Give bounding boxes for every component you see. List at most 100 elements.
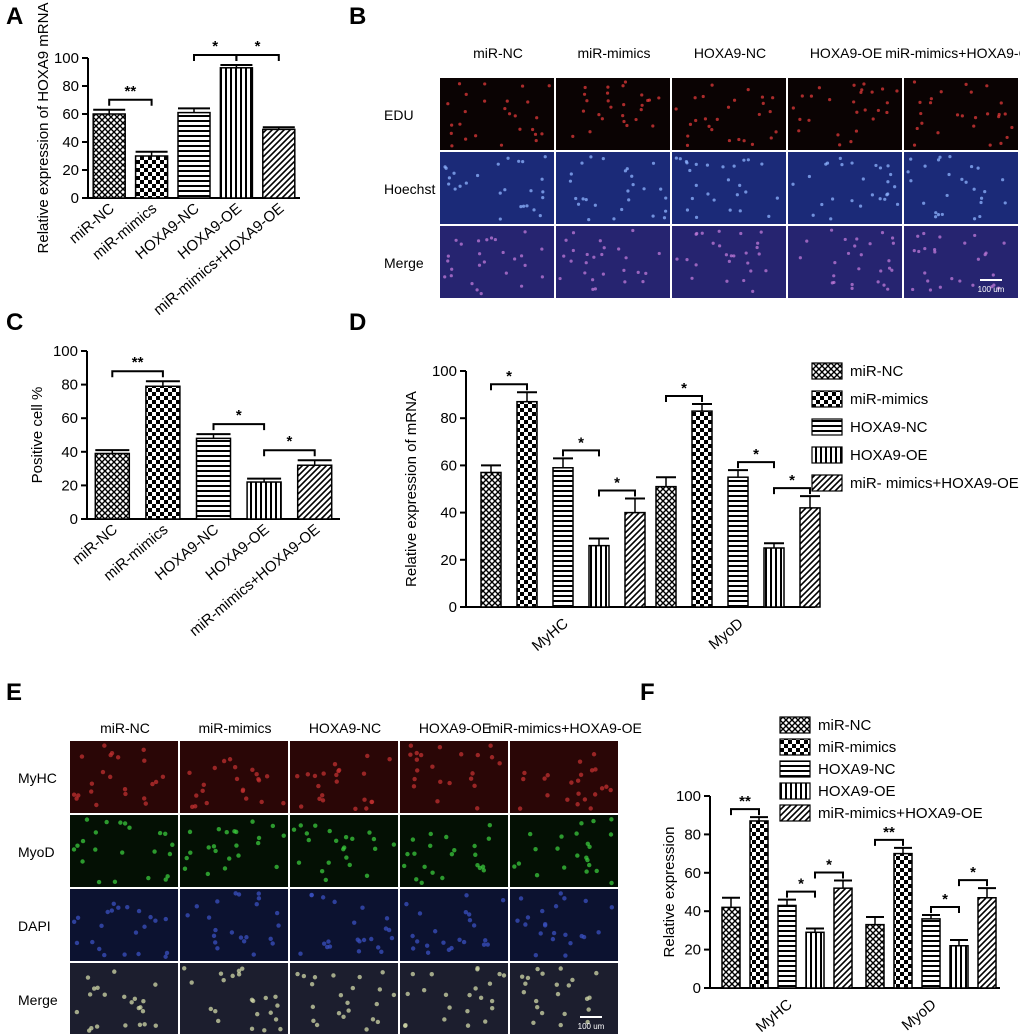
cell-nucleus <box>447 780 452 786</box>
y-tick-label: 80 <box>62 78 79 95</box>
cell-nucleus <box>830 197 835 201</box>
cell-nucleus <box>380 970 385 975</box>
cell-nucleus <box>122 994 127 1000</box>
significance-label: * <box>798 876 804 893</box>
cell-nucleus <box>578 772 584 778</box>
cell-nucleus <box>107 774 113 780</box>
cell-nucleus <box>153 982 158 987</box>
cell-nucleus <box>97 946 102 952</box>
cell-nucleus <box>739 231 743 236</box>
cell-nucleus <box>512 864 517 869</box>
cell-nucleus <box>478 995 484 1001</box>
cell-nucleus <box>274 864 279 870</box>
micrograph-tile <box>440 226 554 298</box>
cell-nucleus <box>513 257 517 261</box>
column-header: miR-NC <box>473 45 523 61</box>
cell-nucleus <box>496 162 500 166</box>
legend-swatch <box>779 804 811 822</box>
cell-nucleus <box>623 80 628 84</box>
bar <box>624 511 646 608</box>
cell-nucleus <box>498 217 502 221</box>
cell-nucleus <box>593 287 597 291</box>
cell-nucleus <box>91 986 97 991</box>
significance-label: * <box>255 38 261 55</box>
cell-nucleus <box>641 280 645 284</box>
y-axis-label: Relative expression <box>661 827 678 958</box>
cell-nucleus <box>887 259 891 263</box>
bar <box>721 906 741 989</box>
cell-nucleus <box>659 187 663 191</box>
cell-nucleus <box>985 84 989 88</box>
cell-nucleus <box>256 778 262 783</box>
cell-nucleus <box>621 84 625 88</box>
bar <box>865 923 885 989</box>
cell-nucleus <box>586 1007 591 1012</box>
cell-nucleus <box>710 83 714 87</box>
cell-nucleus <box>938 155 942 159</box>
cell-nucleus <box>662 216 667 220</box>
cell-nucleus <box>972 217 977 221</box>
cell-nucleus <box>640 93 644 97</box>
bar <box>246 481 282 520</box>
cell-nucleus <box>251 952 256 957</box>
cell-nucleus <box>584 855 589 860</box>
cell-nucleus <box>429 972 434 977</box>
cell-nucleus <box>622 268 626 272</box>
cell-nucleus <box>262 1028 267 1033</box>
cell-nucleus <box>531 127 535 132</box>
significance-label: * <box>578 434 584 451</box>
cell-nucleus <box>742 158 746 162</box>
cell-nucleus <box>417 911 423 916</box>
bar <box>195 437 232 520</box>
cell-nucleus <box>880 87 885 91</box>
cell-nucleus <box>732 98 737 102</box>
cell-nucleus <box>100 769 106 775</box>
cell-nucleus <box>321 941 327 946</box>
cell-nucleus <box>947 172 951 177</box>
row-label: DAPI <box>18 918 51 934</box>
legend-swatch <box>779 782 811 800</box>
cell-nucleus <box>365 753 370 759</box>
cell-nucleus <box>187 770 192 776</box>
legend-swatch <box>779 760 811 778</box>
cell-nucleus <box>182 866 188 871</box>
cell-nucleus <box>631 183 635 187</box>
cell-nucleus <box>270 941 275 946</box>
cell-nucleus <box>320 798 326 803</box>
micrograph-tile <box>510 889 618 961</box>
cell-nucleus <box>164 950 170 956</box>
cell-nucleus <box>449 851 455 857</box>
cell-nucleus <box>535 1004 540 1010</box>
cell-nucleus <box>694 215 699 220</box>
cell-nucleus <box>476 239 481 243</box>
micrograph-tile <box>788 226 902 298</box>
cell-nucleus <box>123 791 128 797</box>
legend-label: miR-mimics+HOXA9-OE <box>818 805 983 822</box>
cell-nucleus <box>310 1004 316 1010</box>
cell-nucleus <box>454 238 458 242</box>
cell-nucleus <box>651 124 655 128</box>
cell-nucleus <box>517 806 523 811</box>
cell-nucleus <box>516 861 522 866</box>
cell-nucleus <box>212 765 217 771</box>
cell-nucleus <box>435 799 440 804</box>
cell-nucleus <box>979 200 983 205</box>
cell-nucleus <box>960 177 964 181</box>
cell-nucleus <box>979 196 984 200</box>
cell-nucleus <box>165 874 170 879</box>
cell-nucleus <box>591 278 595 282</box>
cell-nucleus <box>1003 201 1007 205</box>
legend-label: miR-NC <box>818 717 871 734</box>
cell-nucleus <box>973 233 977 238</box>
significance-label: * <box>826 856 832 873</box>
cell-nucleus <box>757 252 761 256</box>
cell-nucleus <box>912 143 917 147</box>
cell-nucleus <box>562 254 566 258</box>
cell-nucleus <box>960 114 964 118</box>
cell-nucleus <box>270 823 276 829</box>
cell-nucleus <box>446 102 450 106</box>
cell-nucleus <box>738 183 742 187</box>
cell-nucleus <box>414 877 419 882</box>
cell-nucleus <box>430 870 435 875</box>
cell-nucleus <box>500 898 506 903</box>
